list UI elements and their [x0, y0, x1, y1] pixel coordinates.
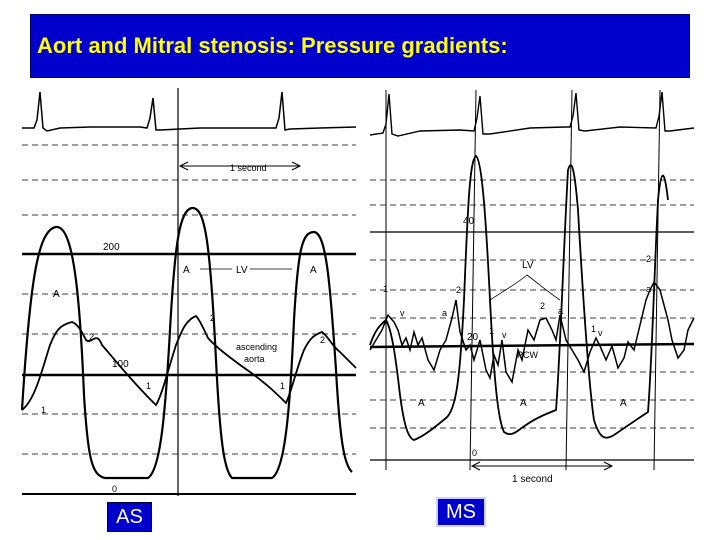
left-ecg-trace [22, 91, 357, 132]
right-arrow-head [603, 461, 614, 471]
left-label-a-1: A [53, 289, 60, 300]
title-bar: Aort and Mitral stenosis: Pressure gradi… [30, 14, 690, 78]
right-label-a-3: A [620, 398, 627, 409]
right-label-a-1: A [418, 398, 425, 409]
right-second-label: 1 second [512, 474, 553, 485]
left-point-1c: 1 [280, 381, 285, 391]
right-timing-line [653, 89, 661, 471]
left-point-1a: 1 [41, 405, 46, 415]
right-num-2c: 2 [646, 254, 651, 264]
left-label-aorta-2: aorta [244, 354, 265, 364]
left-second-label: 1 second [230, 163, 267, 173]
right-small-a-1: a [442, 308, 447, 318]
left-label-lv: LV [236, 265, 248, 276]
right-scale-0: 0 [472, 448, 477, 458]
left-point-2c: 2 [320, 335, 325, 345]
right-pcw-trace [369, 280, 695, 385]
right-num-2b: 2 [540, 301, 545, 311]
right-timing-line [565, 89, 573, 471]
left-aorta-trace [21, 314, 357, 411]
right-timing-line [469, 89, 477, 471]
right-small-a-2: a [558, 306, 563, 316]
left-label-aorta-1: ascending [236, 342, 277, 352]
left-point-2a: 2 [89, 332, 94, 342]
right-label-a-2: A [520, 398, 527, 409]
right-num-1b: 1 [489, 326, 494, 336]
right-scale-20: 20 [467, 332, 479, 343]
right-v-2: v [502, 330, 507, 340]
left-lv-trace [20, 206, 353, 480]
left-point-2b: 2 [210, 313, 215, 323]
ms-label: MS [436, 497, 486, 527]
right-num-1a: 1 [383, 284, 388, 294]
right-ecg-trace [369, 91, 695, 137]
left-scale-200: 200 [103, 242, 120, 253]
left-point-1b: 1 [146, 381, 151, 391]
left-label-a-2: A [183, 265, 190, 276]
left-arrow-head [178, 161, 189, 171]
right-label-lv: LV [522, 260, 534, 271]
right-arrow-head [470, 461, 481, 471]
right-v-3: v [598, 328, 603, 338]
right-lv-bracket [489, 274, 561, 301]
left-label-a-3: A [310, 265, 317, 276]
right-v-1: v [400, 308, 405, 318]
page-title: Aort and Mitral stenosis: Pressure gradi… [37, 33, 508, 58]
as-label: AS [107, 502, 152, 532]
right-label-pcw: PCW [517, 350, 539, 360]
right-scale-40: 40 [463, 216, 475, 227]
left-panel-as: 1 second 200 100 0 LV A A A ascending ao… [20, 88, 357, 496]
left-scale-0: 0 [112, 484, 117, 494]
left-scale-100: 100 [112, 359, 129, 370]
right-num-1c: 1 [591, 324, 596, 334]
right-num-2a: 2 [456, 285, 461, 295]
left-arrow-head [291, 161, 302, 171]
right-lv-trace [369, 154, 669, 441]
right-panel-ms: 1 second 40 20 0 LV PCW A A A a a a v v … [369, 89, 695, 485]
right-small-a-3: a [646, 284, 651, 294]
